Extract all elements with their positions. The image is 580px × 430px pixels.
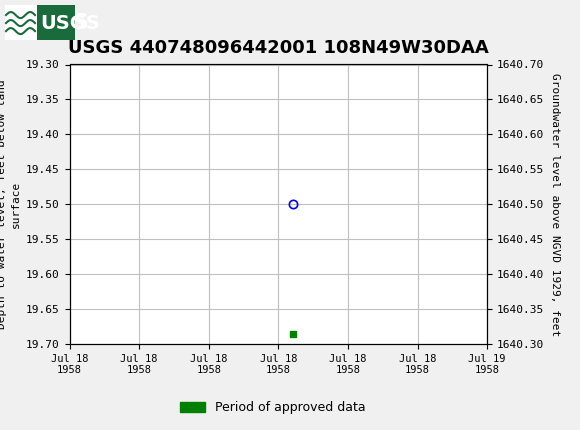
Text: ≡USGS: ≡USGS [3, 12, 90, 33]
Text: USGS: USGS [40, 14, 100, 33]
Y-axis label: Groundwater level above NGVD 1929, feet: Groundwater level above NGVD 1929, feet [550, 73, 560, 336]
FancyBboxPatch shape [5, 5, 75, 40]
Y-axis label: Depth to water level, feet below land
surface: Depth to water level, feet below land su… [0, 80, 20, 329]
FancyBboxPatch shape [5, 5, 37, 40]
Title: USGS 440748096442001 108N49W30DAA: USGS 440748096442001 108N49W30DAA [68, 40, 489, 57]
Legend: Period of approved data: Period of approved data [175, 396, 371, 419]
